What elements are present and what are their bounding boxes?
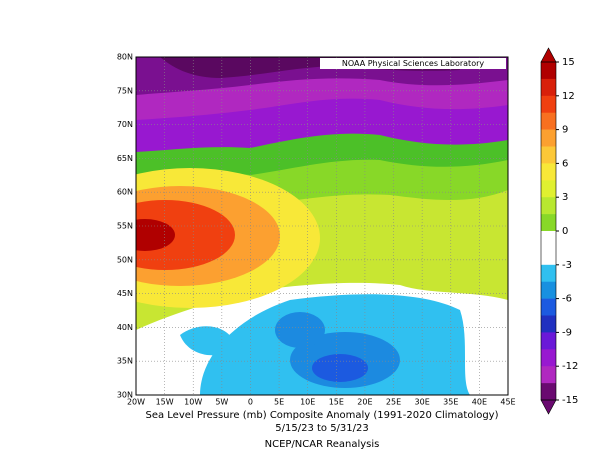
lon-tick-label: 45E xyxy=(500,398,515,407)
caption: Sea Level Pressure (mb) Composite Anomal… xyxy=(145,410,498,421)
lon-tick-label: 5W xyxy=(215,398,228,407)
lon-tick-label: 10W xyxy=(184,398,202,407)
lat-tick-label: 30N xyxy=(117,391,133,400)
colorbar-swatch xyxy=(541,214,556,232)
lon-tick-label: 15E xyxy=(329,398,344,407)
colorbar-cap xyxy=(540,47,557,63)
lon-tick-label: 0 xyxy=(248,398,253,407)
lat-tick-label: 45N xyxy=(117,289,133,298)
map-frame xyxy=(135,56,509,396)
colorbar-tick-label: 6 xyxy=(562,158,568,169)
colorbar-tick-label: 3 xyxy=(562,192,568,203)
colorbar-swatch xyxy=(541,332,556,350)
colorbar-tick-label: -15 xyxy=(562,395,578,406)
lat-tick-label: 40N xyxy=(117,323,133,332)
colorbar-swatch xyxy=(541,129,556,147)
lat-tick-label: 35N xyxy=(117,357,133,366)
banner: NOAA Physical Sciences Laboratory xyxy=(342,59,485,68)
colorbar-swatch xyxy=(541,95,556,113)
lon-tick-label: 30E xyxy=(415,398,430,407)
caption: 5/15/23 to 5/31/23 xyxy=(275,423,369,434)
lon-tick-label: 35E xyxy=(443,398,458,407)
colorbar-swatch xyxy=(541,197,556,215)
lat-tick-label: 60N xyxy=(117,188,133,197)
lon-tick-label: 10E xyxy=(300,398,315,407)
banner-box xyxy=(320,58,506,69)
caption: NCEP/NCAR Reanalysis xyxy=(265,439,380,450)
lon-tick-label: 15W xyxy=(156,398,174,407)
graticule xyxy=(136,57,508,395)
colorbar-swatch xyxy=(541,315,556,333)
colorbar-tick-label: -3 xyxy=(562,260,572,271)
lon-tick-label: 25E xyxy=(386,398,401,407)
colorbar-tick-label: -6 xyxy=(562,294,572,305)
colorbar-swatch xyxy=(541,180,556,198)
colorbar-swatch xyxy=(541,62,556,80)
colorbar-swatch xyxy=(541,281,556,299)
colorbar-swatch xyxy=(541,231,556,249)
colorbar-tick-label: 0 xyxy=(562,226,568,237)
colorbar-tick-label: 15 xyxy=(562,57,575,68)
anomaly-field xyxy=(136,57,508,395)
lat-tick-label: 70N xyxy=(117,120,133,129)
colorbar-tick-label: 9 xyxy=(562,125,568,136)
lat-tick-label: 65N xyxy=(117,154,133,163)
lat-tick-label: 80N xyxy=(117,53,133,62)
colorbar-swatch xyxy=(541,146,556,164)
colorbar-swatch xyxy=(541,383,556,401)
colorbar-swatch xyxy=(541,78,556,97)
colorbar-swatch xyxy=(541,264,556,282)
colorbar-swatch xyxy=(541,247,556,266)
colorbar-tick-label: -9 xyxy=(562,327,572,338)
colorbar-tick-label: 12 xyxy=(562,91,575,102)
lat-tick-label: 50N xyxy=(117,255,133,264)
lon-tick-label: 40E xyxy=(472,398,487,407)
lon-tick-label: 5E xyxy=(274,398,284,407)
lon-tick-label: 20W xyxy=(127,398,145,407)
colorbar-swatch xyxy=(541,366,556,384)
lat-tick-label: 55N xyxy=(117,222,133,231)
lon-tick-label: 20E xyxy=(357,398,372,407)
colorbar-swatch xyxy=(541,349,556,367)
colorbar-cap xyxy=(540,399,557,415)
colorbar-tick-label: -12 xyxy=(562,361,578,372)
lat-tick-label: 75N xyxy=(117,86,133,95)
colorbar-swatch xyxy=(541,163,556,181)
colorbar-swatch xyxy=(541,298,556,316)
colorbar-swatch xyxy=(541,112,556,130)
